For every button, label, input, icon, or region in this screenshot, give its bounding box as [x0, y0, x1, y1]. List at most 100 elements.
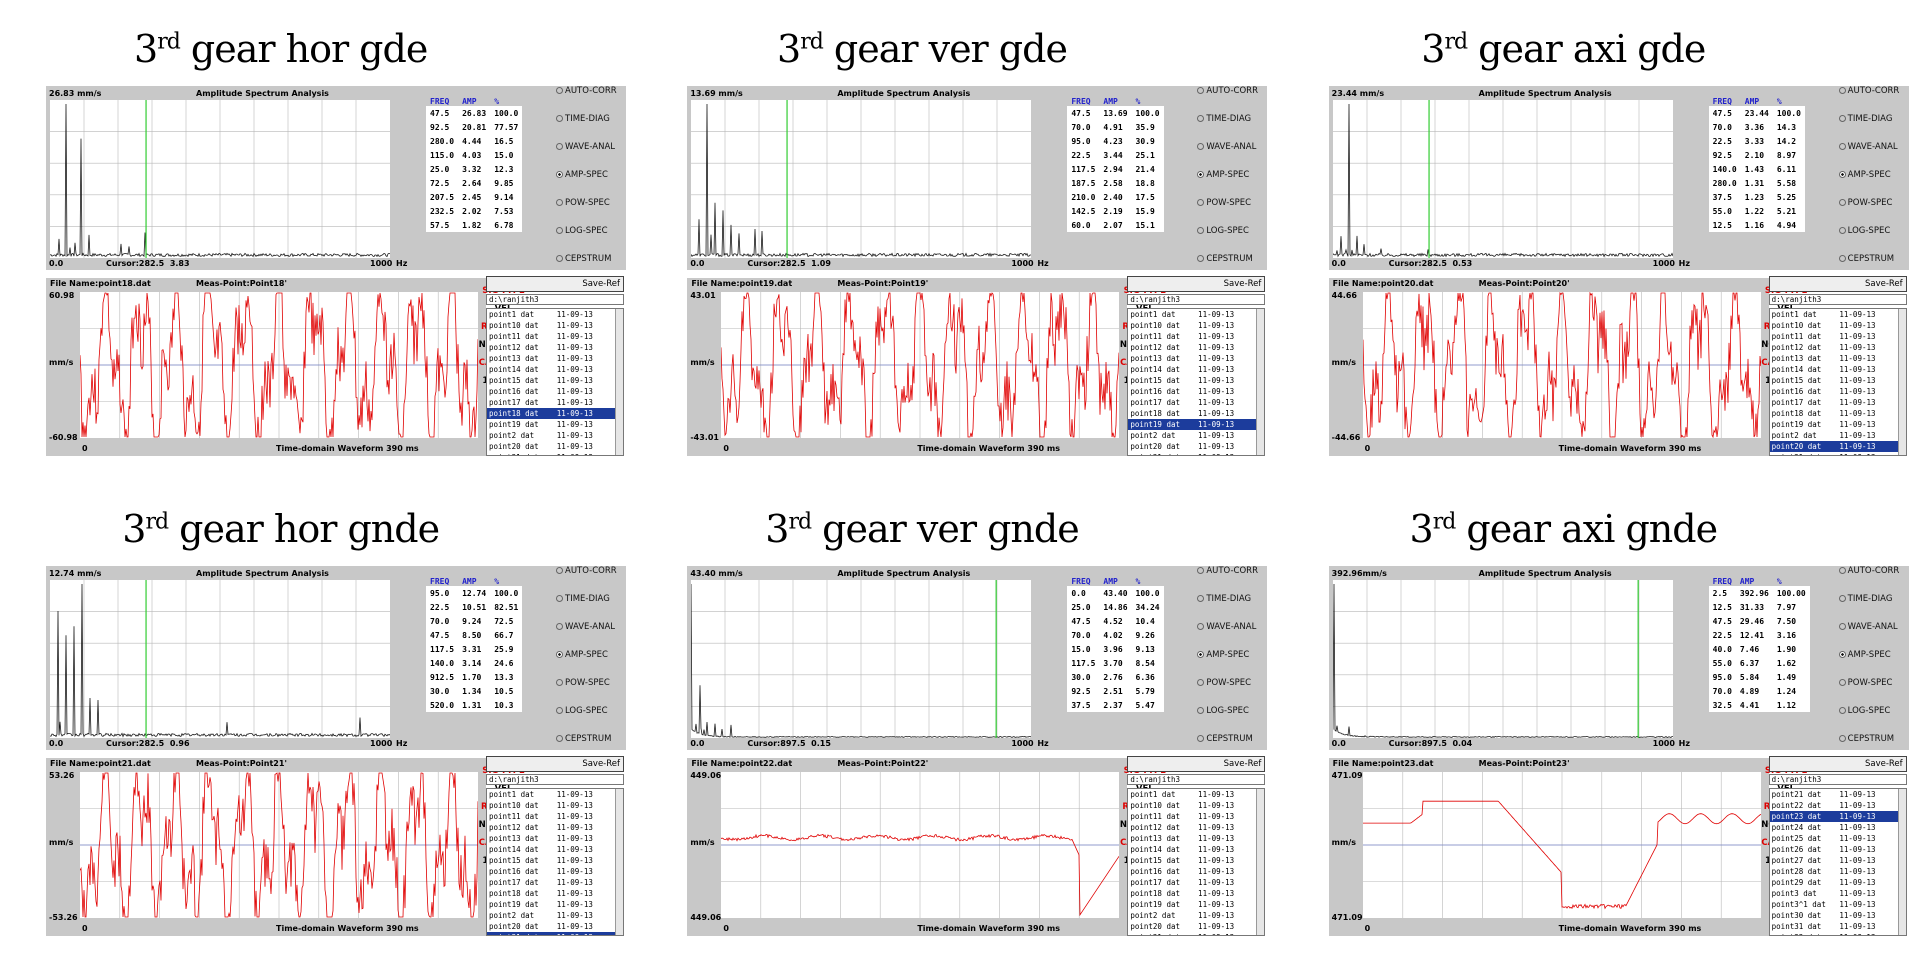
radio-auto-corr[interactable]: AUTO-CORR [1197, 86, 1258, 114]
radio-auto-corr[interactable]: AUTO-CORR [556, 566, 617, 594]
file-list-item[interactable]: point16 dat 11-09-13 [1130, 387, 1235, 396]
radio-dot-icon[interactable] [1197, 143, 1205, 150]
file-list-item[interactable]: point1 dat 11-09-13 [489, 790, 593, 799]
file-list[interactable]: point1 dat 11-09-13 point10 dat 11-09-13 p… [1127, 308, 1266, 456]
waveform-plot[interactable] [80, 772, 478, 918]
radio-dot-icon[interactable] [556, 707, 563, 714]
file-list-item[interactable]: point21 dat 11-09-13 [1771, 790, 1876, 799]
waveform-plot[interactable] [721, 772, 1120, 918]
radio-dot-icon[interactable] [1838, 623, 1846, 630]
radio-dot-icon[interactable] [556, 567, 563, 574]
file-list-item[interactable]: point17 dat 11-09-13 [1130, 878, 1235, 887]
file-list-scrollbar[interactable] [615, 309, 623, 455]
file-list-item[interactable]: point2 dat 11-09-13 [1130, 911, 1235, 920]
radio-dot-icon[interactable] [1838, 707, 1846, 714]
save-ref-button[interactable]: Save-Ref [1768, 756, 1907, 772]
radio-cepstrum[interactable]: CEPSTRUM [1197, 734, 1258, 762]
radio-auto-corr[interactable]: AUTO-CORR [1838, 86, 1899, 114]
radio-dot-icon[interactable] [1838, 227, 1846, 234]
file-list-item[interactable]: point3^1 dat 11-09-13 [1771, 900, 1876, 909]
waveform-plot[interactable] [80, 292, 478, 438]
radio-dot-icon[interactable] [1838, 567, 1846, 574]
spectrum-plot[interactable] [1332, 100, 1673, 258]
file-list-item[interactable]: point13 dat 11-09-13 [1130, 354, 1235, 363]
file-list-item[interactable]: point22 dat 11-09-13 [1771, 801, 1876, 810]
radio-amp-spec[interactable]: AMP-SPEC [556, 170, 617, 198]
file-list-item[interactable]: point12 dat 11-09-13 [489, 343, 593, 352]
waveform-plot[interactable] [1362, 292, 1761, 438]
file-list-item[interactable]: point11 dat 11-09-13 [489, 812, 593, 821]
radio-auto-corr[interactable]: AUTO-CORR [1838, 566, 1899, 594]
file-list-item[interactable]: point2 dat 11-09-13 [1771, 431, 1876, 440]
save-ref-button[interactable]: Save-Ref [1127, 756, 1266, 772]
save-ref-button[interactable]: Save-Ref [1127, 276, 1266, 292]
radio-dot-icon[interactable] [1197, 595, 1205, 602]
directory-field[interactable]: d:\ranjith3 [1768, 774, 1907, 785]
radio-wave-anal[interactable]: WAVE-ANAL [1838, 622, 1900, 650]
file-list-item[interactable]: point31 dat 11-09-13 [1771, 922, 1876, 931]
spectrum-plot[interactable] [691, 580, 1032, 738]
file-list-item[interactable]: point12 dat 11-09-13 [1130, 343, 1235, 352]
file-list-item[interactable]: point20 dat 11-09-13 [489, 442, 593, 451]
file-list-item[interactable]: point11 dat 11-09-13 [1771, 332, 1876, 341]
radio-dot-icon[interactable] [1197, 227, 1205, 234]
radio-pow-spec[interactable]: POW-SPEC [1838, 678, 1900, 706]
radio-amp-spec[interactable]: AMP-SPEC [1838, 650, 1900, 678]
radio-log-spec[interactable]: LOG-SPEC [1197, 706, 1258, 734]
file-list-item[interactable]: point19 dat 11-09-13 [489, 420, 593, 429]
radio-dot-icon[interactable] [556, 87, 563, 94]
file-list-item[interactable]: point21 dat 11-09-13 [1770, 452, 1906, 455]
file-list-item[interactable]: point14 dat 11-09-13 [1771, 365, 1876, 374]
radio-dot-icon[interactable] [556, 735, 563, 742]
spectrum-plot[interactable] [50, 580, 390, 738]
radio-dot-icon[interactable] [1197, 707, 1205, 714]
file-list-item[interactable]: point25 dat 11-09-13 [1771, 834, 1876, 843]
file-list-item[interactable]: point11 dat 11-09-13 [1130, 332, 1235, 341]
file-list-item[interactable]: point16 dat 11-09-13 [489, 867, 593, 876]
radio-dot-icon[interactable] [556, 651, 563, 658]
file-list-item[interactable]: point20 dat 11-09-13 [489, 922, 593, 931]
radio-log-spec[interactable]: LOG-SPEC [556, 706, 617, 734]
directory-field[interactable]: d:\ranjith3 [1127, 294, 1266, 305]
file-list-item[interactable]: point2 dat 11-09-13 [489, 431, 593, 440]
radio-dot-icon[interactable] [1197, 735, 1205, 742]
radio-dot-icon[interactable] [556, 227, 563, 234]
directory-field[interactable]: d:\ranjith3 [486, 774, 624, 785]
radio-dot-icon[interactable] [1838, 87, 1846, 94]
file-list-item[interactable]: point28 dat 11-09-13 [1771, 867, 1876, 876]
radio-dot-icon[interactable] [1838, 171, 1846, 178]
file-list-item[interactable]: point13 dat 11-09-13 [489, 354, 593, 363]
radio-dot-icon[interactable] [1838, 199, 1846, 206]
radio-cepstrum[interactable]: CEPSTRUM [1197, 254, 1258, 282]
file-list-item[interactable]: point20 dat 11-09-13 [1130, 442, 1235, 451]
directory-field[interactable]: d:\ranjith3 [486, 294, 624, 305]
file-list-item[interactable]: point17 dat 11-09-13 [1130, 398, 1235, 407]
file-list-item[interactable]: point16 dat 11-09-13 [489, 387, 593, 396]
file-list-item[interactable]: point30 dat 11-09-13 [1771, 911, 1876, 920]
file-list-item[interactable]: point11 dat 11-09-13 [489, 332, 593, 341]
file-list-item[interactable]: point15 dat 11-09-13 [1130, 376, 1235, 385]
radio-pow-spec[interactable]: POW-SPEC [1197, 198, 1258, 226]
file-list-item[interactable]: point18 dat 11-09-13 [1771, 409, 1876, 418]
file-list-item[interactable]: point12 dat 11-09-13 [1771, 343, 1876, 352]
radio-dot-icon[interactable] [1838, 651, 1846, 658]
directory-field[interactable]: d:\ranjith3 [1768, 294, 1907, 305]
radio-dot-icon[interactable] [1838, 143, 1846, 150]
file-list-item[interactable]: point1 dat 11-09-13 [1130, 790, 1235, 799]
radio-dot-icon[interactable] [1197, 679, 1205, 686]
file-list-item[interactable]: point19 dat 11-09-13 [489, 900, 593, 909]
file-list-item[interactable]: point13 dat 11-09-13 [1130, 834, 1235, 843]
radio-time-diag[interactable]: TIME-DIAG [556, 114, 617, 142]
radio-amp-spec[interactable]: AMP-SPEC [1838, 170, 1900, 198]
radio-dot-icon[interactable] [1838, 595, 1846, 602]
radio-time-diag[interactable]: TIME-DIAG [1197, 594, 1258, 622]
save-ref-button[interactable]: Save-Ref [1768, 276, 1907, 292]
radio-cepstrum[interactable]: CEPSTRUM [556, 254, 617, 282]
file-list-item[interactable]: point14 dat 11-09-13 [1130, 365, 1235, 374]
radio-log-spec[interactable]: LOG-SPEC [1838, 226, 1900, 254]
radio-pow-spec[interactable]: POW-SPEC [556, 678, 617, 706]
directory-field[interactable]: d:\ranjith3 [1127, 774, 1266, 785]
file-list-item[interactable]: point21 dat 11-09-13 [1128, 452, 1264, 455]
file-list-item[interactable]: point14 dat 11-09-13 [1130, 845, 1235, 854]
file-list[interactable]: point1 dat 11-09-13 point10 dat 11-09-13 p… [1768, 308, 1907, 456]
